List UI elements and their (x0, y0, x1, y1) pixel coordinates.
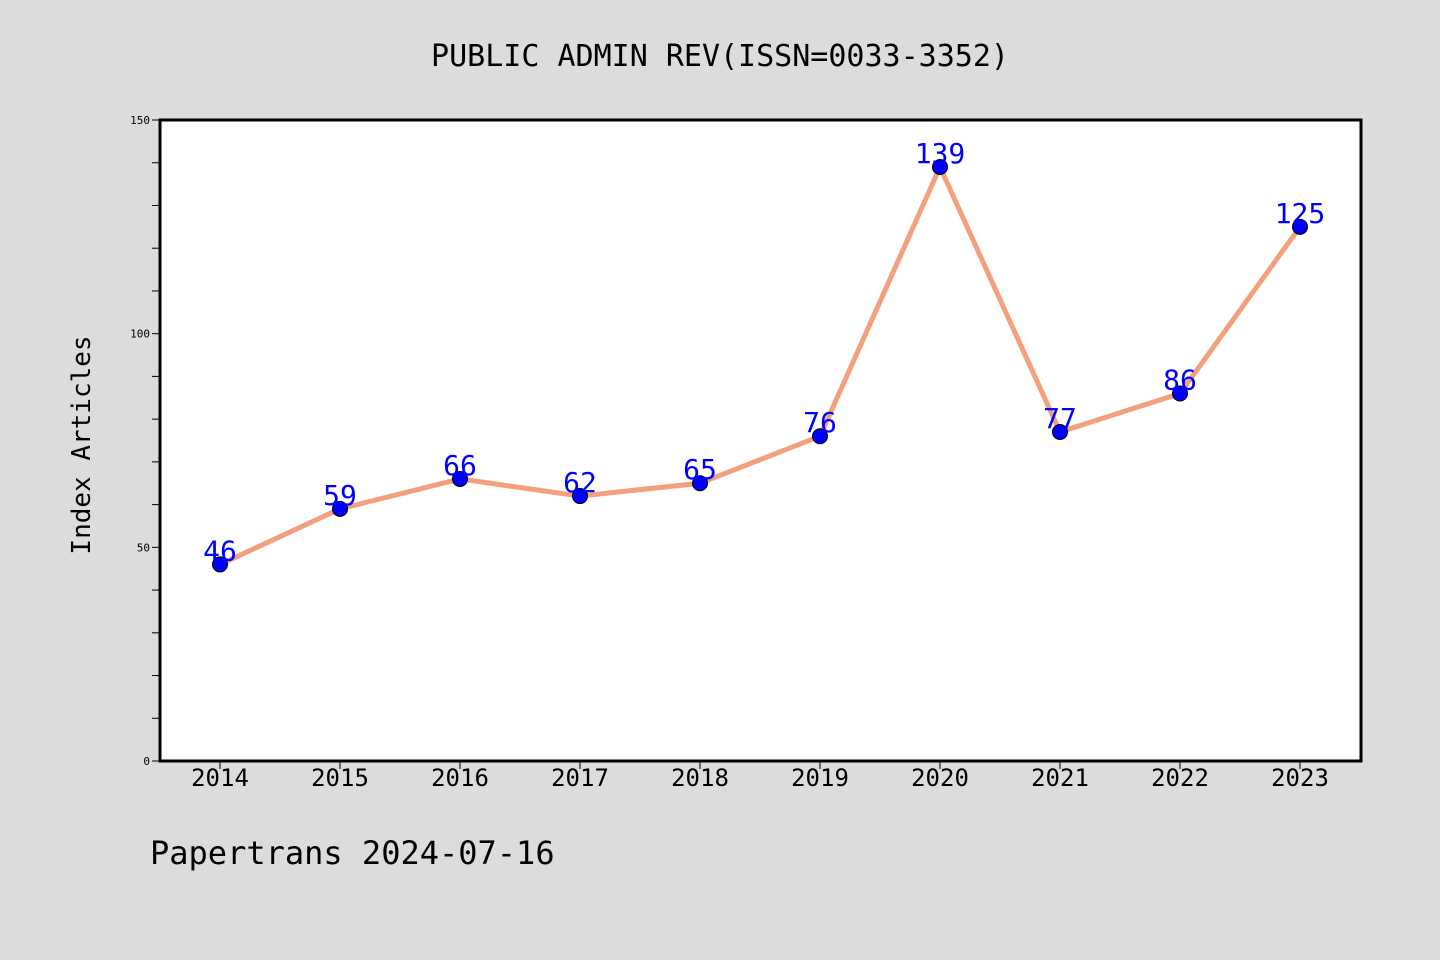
y-tick-label: 0 (143, 755, 150, 768)
data-point-marker (1172, 385, 1188, 402)
x-tick-label: 2015 (311, 764, 369, 792)
data-point-marker (932, 159, 948, 176)
data-label: 62 (563, 466, 597, 499)
data-label: 86 (1163, 363, 1197, 396)
x-tick-label: 2018 (671, 764, 729, 792)
data-label: 139 (915, 137, 966, 170)
series-line-group (217, 164, 1303, 567)
data-point-marker (1052, 423, 1068, 440)
series-line (217, 164, 1303, 567)
y-axis-ticks: 0 50 100 150 (130, 114, 160, 768)
x-tick-label: 2014 (191, 764, 249, 792)
x-tick-label: 2022 (1151, 764, 1209, 792)
data-point-marker (572, 488, 588, 505)
data-label: 77 (1043, 402, 1077, 435)
footer-text: Papertrans 2024-07-16 (150, 834, 555, 872)
x-tick-label: 2019 (791, 764, 849, 792)
x-tick-label: 2020 (911, 764, 969, 792)
data-label: 66 (443, 449, 477, 482)
plot-area (158, 118, 1363, 763)
x-tick-label: 2021 (1031, 764, 1089, 792)
data-point-marker (212, 556, 228, 573)
data-label: 59 (323, 479, 357, 512)
data-labels: 46 59 66 62 65 76 139 77 86 125 (203, 137, 1325, 567)
data-point-marker (692, 475, 708, 492)
data-label: 125 (1275, 197, 1326, 230)
y-axis-label: Index Articles (67, 335, 97, 554)
data-label: 76 (803, 406, 837, 439)
x-tick-label: 2023 (1271, 764, 1329, 792)
data-label: 46 (203, 534, 237, 567)
y-tick-label: 150 (130, 114, 150, 127)
data-point-marker (1292, 218, 1308, 235)
data-point-marker (332, 500, 348, 517)
data-point-marker (452, 470, 468, 487)
x-tick-label: 2017 (551, 764, 609, 792)
x-axis-ticks: 2014 2015 2016 2017 2018 2019 2020 2021 2022 2023 (191, 761, 1329, 792)
y-tick-label: 100 (130, 328, 150, 341)
data-markers (212, 159, 1308, 573)
x-tick-label: 2016 (431, 764, 489, 792)
data-point-marker (812, 428, 828, 445)
data-label: 65 (683, 453, 717, 486)
y-tick-label: 50 (137, 541, 150, 554)
chart-title: PUBLIC ADMIN REV(ISSN=0033-3352) (431, 39, 1009, 74)
